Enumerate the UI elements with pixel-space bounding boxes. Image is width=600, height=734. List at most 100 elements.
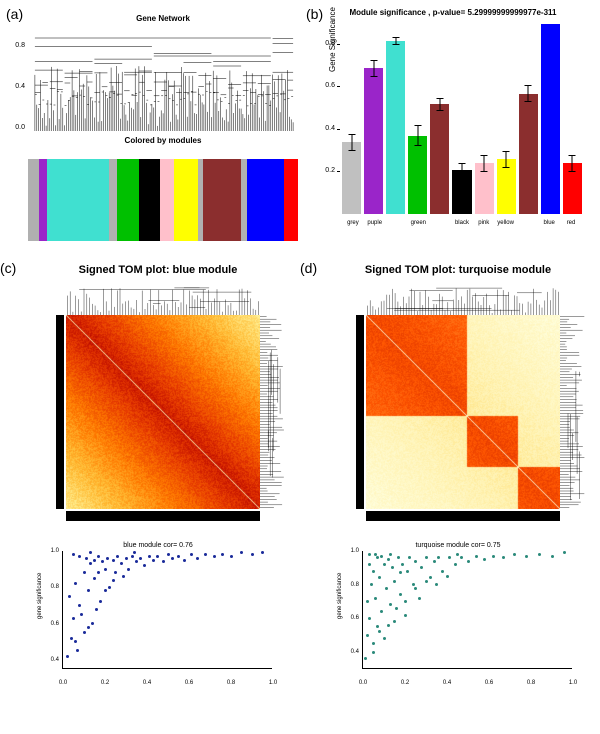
- tom-c-title: Signed TOM plot: blue module: [18, 264, 298, 276]
- scatter-point: [441, 570, 444, 573]
- scatter-point: [383, 563, 386, 566]
- gene-network-title: Gene Network: [28, 14, 298, 23]
- scatter-point: [393, 580, 396, 583]
- module-band: [284, 159, 298, 241]
- scatter-point: [74, 582, 77, 585]
- scatter-point: [83, 571, 86, 574]
- scatter-point: [368, 553, 371, 556]
- scatter-point: [106, 557, 109, 560]
- scatter-point: [148, 555, 151, 558]
- scatter-point: [376, 556, 379, 559]
- scatter-point: [448, 556, 451, 559]
- heatmap-c-canvas: [66, 315, 260, 509]
- scatter-point: [80, 613, 83, 616]
- scatter-point: [93, 577, 96, 580]
- module-band: [28, 159, 39, 241]
- bar: [497, 159, 516, 214]
- module-band: [39, 159, 47, 241]
- scatter-point: [97, 571, 100, 574]
- scatter-point: [397, 556, 400, 559]
- scatter-point: [97, 555, 100, 558]
- scatter-point: [399, 593, 402, 596]
- scatter-point: [114, 571, 117, 574]
- scatter-d-plot: 0.40.60.81.0 0.00.20.40.60.81.0: [362, 551, 572, 669]
- scatter-point: [399, 571, 402, 574]
- scatter-point: [120, 562, 123, 565]
- scatter-point: [221, 553, 224, 556]
- scatter-point: [152, 559, 155, 562]
- scatter-point: [380, 555, 383, 558]
- scatter-point: [456, 553, 459, 556]
- scatter-point: [99, 600, 102, 603]
- scatter-point: [112, 559, 115, 562]
- scatter-point: [87, 626, 90, 629]
- scatter-point: [372, 651, 375, 654]
- scatter-point: [454, 563, 457, 566]
- scatter-point: [483, 558, 486, 561]
- scatter-c-plot: 0.40.60.81.0 0.00.20.40.60.81.0: [62, 551, 272, 669]
- scatter-point: [91, 622, 94, 625]
- panel-b: Module significance , p-value= 5.2999999…: [318, 8, 588, 250]
- scatter-point: [133, 551, 136, 554]
- modules-title: Colored by modules: [28, 136, 298, 145]
- scatter-point: [467, 560, 470, 563]
- heatmap-c-dendro-right: [260, 315, 288, 509]
- scatter-point: [68, 595, 71, 598]
- bar: [342, 142, 361, 214]
- heatmap-c: [28, 280, 288, 528]
- scatter-point: [401, 563, 404, 566]
- scatter-point: [108, 586, 111, 589]
- scatter-point: [135, 560, 138, 563]
- scatter-point: [83, 631, 86, 634]
- scatter-point: [104, 589, 107, 592]
- module-band: [109, 159, 117, 241]
- scatter-point: [143, 564, 146, 567]
- scatter-point: [190, 553, 193, 556]
- scatter-point: [366, 600, 369, 603]
- scatter-point: [213, 555, 216, 558]
- panel-a-label: (a): [6, 6, 23, 22]
- scatter-point: [104, 568, 107, 571]
- scatter-c: blue module cor= 0.76 gene significance …: [38, 542, 278, 690]
- scatter-point: [251, 553, 254, 556]
- scatter-point: [364, 657, 367, 660]
- bar: [452, 170, 471, 214]
- scatter-point: [66, 655, 69, 658]
- scatter-point: [72, 553, 75, 556]
- scatter-point: [429, 576, 432, 579]
- scatter-point: [370, 583, 373, 586]
- bar-x-labels: greypuplegreenblackpinkyellowbluered: [342, 220, 582, 226]
- scatter-point: [412, 583, 415, 586]
- scatter-point: [389, 553, 392, 556]
- scatter-point: [393, 620, 396, 623]
- scatter-point: [89, 562, 92, 565]
- scatter-point: [230, 555, 233, 558]
- scatter-point: [101, 560, 104, 563]
- bar: [408, 136, 427, 214]
- scatter-point: [116, 555, 119, 558]
- panel-a: Gene Network 0.0 0.4 0.8 Colored by modu…: [28, 14, 298, 244]
- scatter-point: [433, 560, 436, 563]
- scatter-point: [122, 575, 125, 578]
- scatter-point: [475, 555, 478, 558]
- scatter-point: [78, 604, 81, 607]
- scatter-point: [74, 640, 77, 643]
- scatter-point: [538, 553, 541, 556]
- scatter-point: [78, 555, 81, 558]
- bar: [475, 163, 494, 214]
- scatter-point: [76, 649, 79, 652]
- heatmap-d-colorbar-bottom: [366, 511, 560, 521]
- heatmap-d: [328, 280, 588, 528]
- module-band: [247, 159, 285, 241]
- scatter-point: [425, 580, 428, 583]
- scatter-point: [380, 610, 383, 613]
- scatter-point: [85, 557, 88, 560]
- heatmap-d-dendro-right: [560, 315, 588, 509]
- scatter-point: [372, 642, 375, 645]
- panel-c: Signed TOM plot: blue module blue module…: [18, 264, 298, 690]
- scatter-point: [125, 557, 128, 560]
- bar: [386, 41, 405, 214]
- bar: [519, 94, 538, 214]
- scatter-point: [368, 563, 371, 566]
- scatter-point: [492, 555, 495, 558]
